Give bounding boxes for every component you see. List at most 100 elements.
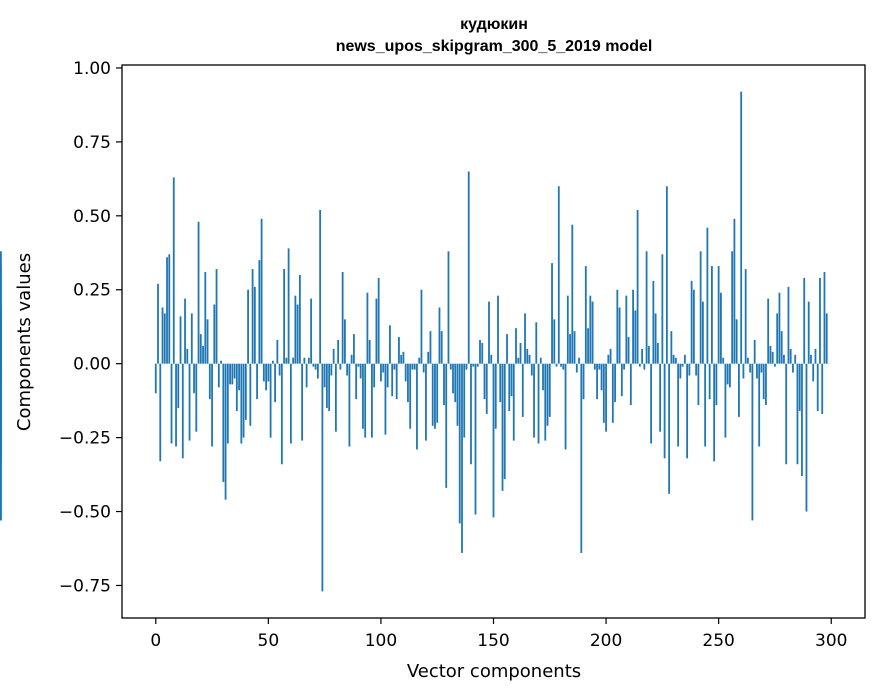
bar-237 (688, 363, 691, 376)
bar-232 (677, 363, 680, 447)
bar-290 (807, 301, 810, 364)
bar-49 (265, 363, 267, 391)
bar-63 (296, 304, 299, 364)
bar-116 (416, 363, 418, 450)
bar-287 (801, 363, 803, 477)
bar-70 (312, 363, 315, 367)
bar-37 (238, 363, 240, 391)
bar-33 (229, 363, 231, 385)
bar-234 (681, 363, 684, 367)
bar-10 (177, 363, 180, 409)
bar-202 (609, 348, 612, 364)
bar-67 (305, 363, 308, 388)
bar-278 (780, 331, 783, 364)
bar-244 (704, 363, 707, 447)
bar-215 (638, 363, 641, 367)
bar-32 (226, 363, 229, 444)
bar-21 (202, 345, 204, 364)
bar-4 (163, 313, 166, 364)
bar-210 (627, 337, 630, 364)
bar-174 (546, 363, 549, 426)
bar-250 (717, 266, 720, 364)
bar-142 (474, 363, 477, 515)
bar-52 (271, 360, 274, 364)
bar-80 (334, 363, 337, 432)
bar-66 (303, 357, 306, 364)
bar-161 (517, 357, 520, 364)
bar-144 (479, 340, 481, 364)
bar-156 (506, 334, 508, 364)
bar-165 (526, 348, 529, 364)
bar-102 (384, 363, 387, 435)
bar-199 (602, 363, 605, 423)
bar-134 (456, 363, 459, 426)
bar-195 (593, 363, 596, 370)
bar-76 (325, 363, 328, 409)
bar-23 (206, 319, 209, 364)
bar-153 (499, 363, 502, 403)
bar-224 (659, 363, 662, 432)
bar-219 (647, 345, 650, 364)
bar-231 (674, 357, 677, 364)
bar-207 (620, 363, 623, 397)
bar-164 (524, 313, 526, 364)
bar-68 (307, 357, 310, 364)
bar-100 (380, 363, 382, 382)
y-tick-label-5: 0.50 (73, 207, 111, 227)
bar-99 (377, 277, 380, 364)
bar-177 (553, 319, 556, 364)
bar-98 (375, 298, 378, 364)
bar-59 (287, 248, 290, 364)
bar-18 (195, 363, 198, 432)
bar-178 (555, 363, 558, 367)
bar-286 (798, 363, 801, 411)
bar-93 (364, 363, 367, 438)
bar-321 (0, 251, 2, 364)
bar-88 (353, 334, 355, 364)
bar-242 (699, 251, 702, 364)
bar-246 (708, 363, 711, 400)
bar-121 (427, 351, 430, 364)
x-tick-label-1: 50 (258, 631, 280, 651)
bar-97 (373, 363, 376, 388)
bar-209 (625, 295, 628, 364)
x-tick-label-3: 150 (477, 631, 509, 651)
bar-108 (398, 337, 400, 364)
bar-167 (530, 363, 533, 376)
bar-72 (316, 363, 319, 379)
bar-90 (357, 363, 360, 367)
bar-243 (701, 301, 704, 364)
bar-103 (386, 363, 389, 388)
bar-2 (159, 363, 162, 462)
bar-34 (231, 363, 234, 385)
bar-168 (533, 363, 535, 438)
bar-160 (515, 328, 517, 364)
x-axis: 0 50 100 150 200 250 300 (150, 618, 847, 651)
bar-296 (821, 363, 824, 414)
bar-294 (816, 363, 819, 411)
bar-263 (747, 357, 749, 364)
bar-148 (488, 301, 490, 364)
bar-260 (740, 91, 743, 364)
bar-196 (596, 363, 598, 400)
y-axis: −0.75 −0.50 −0.25 0.00 0.25 0.50 0.75 1.00 (59, 59, 122, 596)
bar-320 (0, 363, 2, 521)
bar-259 (738, 363, 740, 417)
bar-126 (438, 307, 441, 364)
bar-267 (756, 363, 758, 379)
bar-12 (181, 363, 184, 459)
bar-87 (350, 354, 353, 364)
bar-136 (461, 363, 463, 553)
bar-201 (607, 354, 610, 364)
bar-78 (330, 363, 333, 376)
bar-227 (665, 186, 668, 364)
bar-22 (204, 272, 207, 364)
y-tick-label-4: 0.25 (73, 281, 111, 301)
bar-233 (679, 363, 682, 379)
bar-143 (476, 363, 479, 367)
bar-166 (528, 354, 531, 364)
bar-276 (776, 313, 779, 364)
bar-30 (222, 363, 225, 482)
bar-27 (215, 269, 218, 364)
bar-31 (224, 363, 227, 500)
